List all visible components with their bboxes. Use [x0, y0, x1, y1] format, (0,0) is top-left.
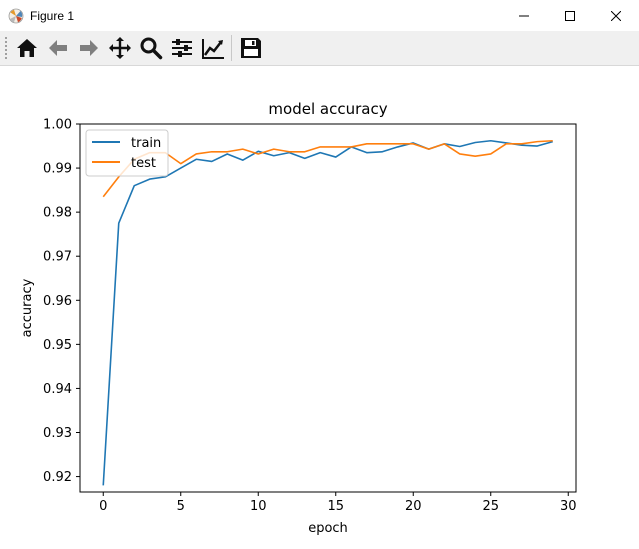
y-tick-label: 0.94	[43, 382, 72, 397]
x-tick-label: 5	[177, 499, 185, 514]
ticks-layer: 0 5 10 15 20 25 30 0.92 0.93 0.94 0.95 0.96 0.97 0.98…	[43, 118, 576, 515]
x-tick-label: 30	[560, 499, 577, 514]
maximize-icon	[565, 10, 575, 21]
configure-subplots-icon	[171, 39, 192, 57]
y-tick-label: 0.97	[43, 250, 72, 265]
home-button[interactable]	[12, 33, 41, 63]
legend: train test	[85, 129, 169, 177]
x-tick-label: 20	[405, 499, 422, 514]
y-tick-label: 0.93	[43, 426, 72, 441]
x-axis-label: epoch	[308, 521, 348, 536]
y-axis-label: accuracy	[20, 278, 35, 337]
edit-axis-button[interactable]	[198, 33, 227, 63]
configure-subplots-button[interactable]	[167, 33, 196, 63]
navigation-toolbar	[0, 31, 639, 66]
close-button[interactable]	[593, 0, 639, 31]
plot-frame	[79, 123, 577, 493]
y-tick-label: 0.99	[43, 162, 72, 177]
legend-label-test: test	[131, 156, 156, 171]
window-titlebar: Figure 1	[0, 0, 639, 31]
window-title: Figure 1	[30, 8, 75, 23]
x-tick-label: 15	[327, 499, 344, 514]
save-icon	[240, 38, 261, 58]
y-tick-label: 0.95	[43, 338, 72, 353]
y-tick-label: 0.98	[43, 206, 72, 221]
toolbar-grip[interactable]	[4, 36, 8, 60]
accuracy-chart: 0 5 10 15 20 25 30 0.92 0.93 0.94 0.95 0.96 0.97 0.98…	[20, 100, 577, 536]
lines-layer	[102, 139, 553, 486]
chart-title: model accuracy	[268, 100, 387, 118]
figure-canvas[interactable]: 0 5 10 15 20 25 30 0.92 0.93 0.94 0.95 0.96 0.97 0.98…	[0, 66, 639, 545]
edit-axis-icon	[201, 39, 224, 59]
y-tick-label: 0.96	[43, 294, 72, 309]
y-tick-label: 1.00	[43, 118, 72, 133]
close-icon	[611, 10, 621, 21]
save-button[interactable]	[236, 33, 265, 63]
forward-arrow-icon	[79, 40, 98, 56]
minimize-icon	[519, 15, 529, 16]
back-arrow-icon	[48, 40, 67, 56]
pan-icon	[108, 37, 131, 59]
forward-button[interactable]	[74, 33, 103, 63]
x-tick-label: 10	[250, 499, 267, 514]
series-line-test	[102, 139, 553, 198]
maximize-button[interactable]	[547, 0, 593, 31]
back-button[interactable]	[43, 33, 72, 63]
toolbar-separator	[231, 35, 232, 61]
minimize-button[interactable]	[501, 0, 547, 31]
zoom-icon	[140, 37, 162, 60]
legend-label-train: train	[131, 136, 161, 151]
y-tick-label: 0.92	[43, 470, 72, 485]
x-tick-label: 25	[482, 499, 499, 514]
matplotlib-logo-icon	[8, 8, 24, 23]
zoom-button[interactable]	[136, 33, 165, 63]
pan-button[interactable]	[105, 33, 134, 63]
x-tick-label: 0	[99, 499, 107, 514]
series-line-train	[102, 139, 553, 486]
home-icon	[16, 39, 37, 57]
